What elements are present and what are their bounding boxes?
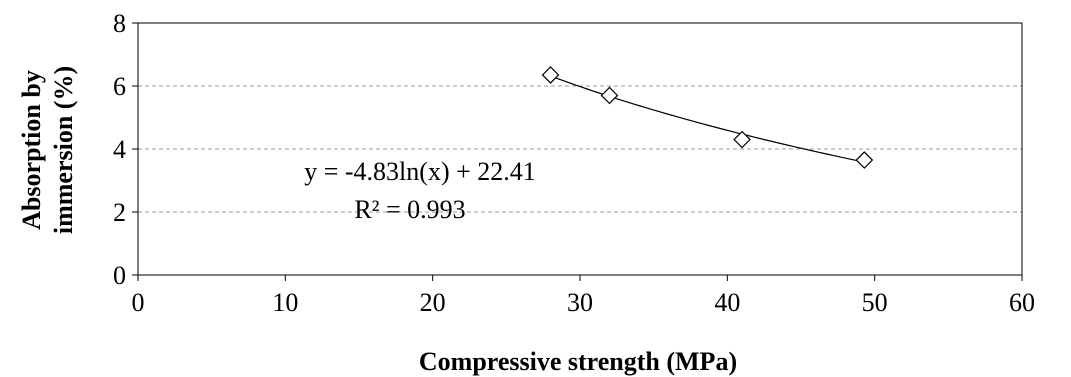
y-axis-title-line-2: immersion (%)	[49, 66, 78, 234]
y-tick-label-4: 4	[113, 135, 126, 164]
y-axis-title: Absorption by immersion (%)	[17, 66, 78, 234]
y-tick-label-6: 6	[113, 72, 126, 101]
y-tick-label-0: 0	[113, 261, 126, 290]
equation-annotation: y = -4.83ln(x) + 22.41	[304, 157, 536, 186]
y-tick-label-2: 2	[113, 198, 126, 227]
x-tick-label-0: 0	[132, 288, 145, 317]
x-tick-label-30: 30	[567, 288, 593, 317]
data-point-3	[855, 151, 874, 169]
x-tick-label-10: 10	[272, 288, 298, 317]
r-squared-annotation: R² = 0.993	[354, 195, 465, 224]
axis-ticks: 0 2 4 6 8 0 10 20 30 40 50 60	[113, 9, 1035, 317]
gridlines	[138, 85, 1022, 213]
x-tick-label-50: 50	[862, 288, 888, 317]
x-tick-label-20: 20	[420, 288, 446, 317]
data-point-1	[600, 86, 619, 105]
y-axis-title-line-1: Absorption by	[17, 70, 46, 230]
y-tick-label-8: 8	[113, 9, 126, 38]
x-tick-label-40: 40	[714, 288, 740, 317]
data-point-0	[541, 66, 560, 84]
x-tick-label-60: 60	[1009, 288, 1035, 317]
x-axis-title: Compressive strength (MPa)	[419, 347, 737, 376]
data-points	[541, 66, 874, 169]
data-point-2	[733, 130, 751, 149]
